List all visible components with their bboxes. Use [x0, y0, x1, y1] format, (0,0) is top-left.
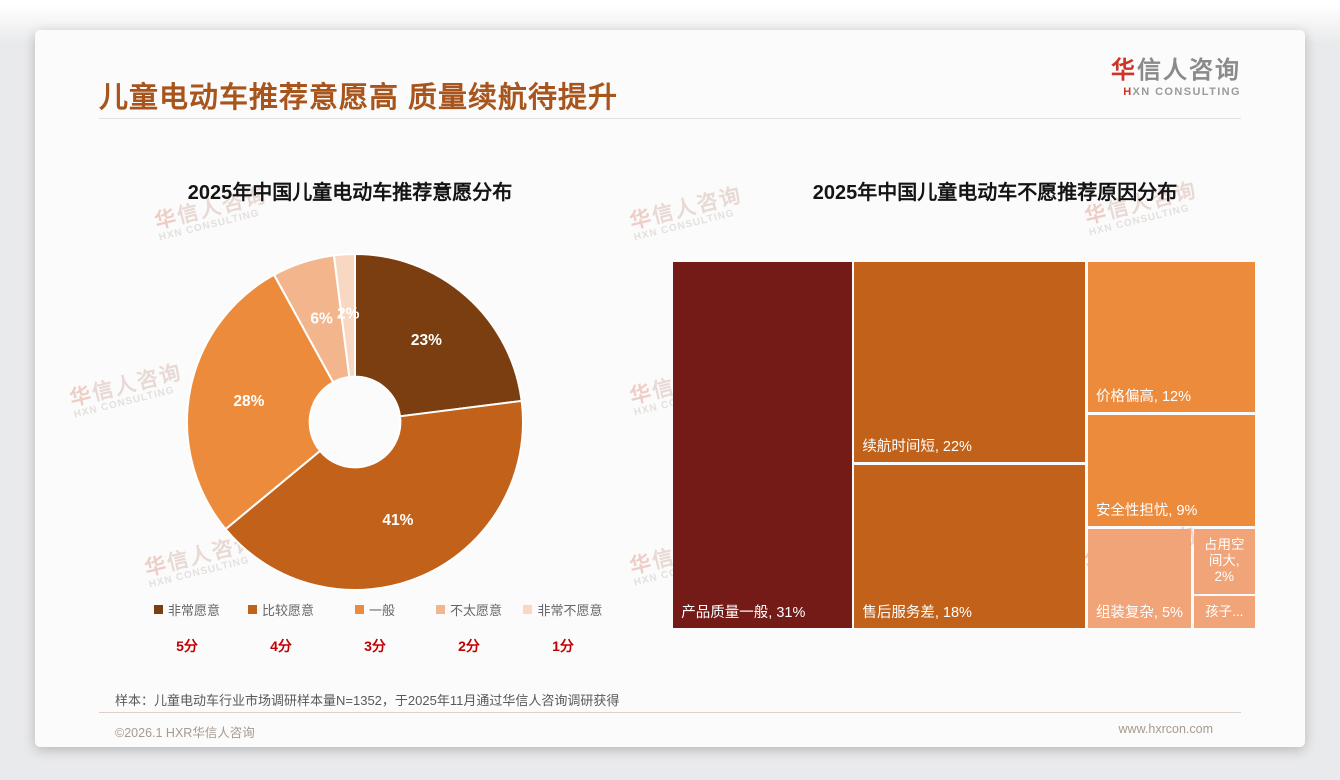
brand-logo: 华信人咨询 HXN CONSULTING [1111, 57, 1241, 98]
donut-legend: 非常愿意 5分 比较愿意 4分 一般 3分 不太愿意 2分 非常不愿意 1分 [140, 600, 610, 656]
brand-logo-en-accent: H [1123, 86, 1133, 99]
treemap-chart: 产品质量一般, 31% 续航时间短, 22% 售后服务差, 18% 价格偏高, 12%… [672, 261, 1256, 629]
legend-label: 一般 [368, 603, 395, 618]
donut-slice-label-4: 2% [337, 305, 360, 322]
brand-logo-cn-rest: 信人咨询 [1137, 57, 1241, 84]
donut-slice-1 [224, 399, 524, 591]
score-label-4: 1分 [552, 638, 574, 654]
treemap-cell-label: 售后服务差, 18% [862, 604, 972, 621]
treemap-cell-3: 价格偏高, 12% [1087, 262, 1255, 412]
sample-footnote: 样本：儿童电动车行业市场调研样本量N=1352，于2025年11月通过华信人咨询… [115, 693, 620, 708]
website-url: www.hxrcon.com [1118, 722, 1213, 736]
legend-item-4: 非常不愿意 [523, 600, 603, 619]
treemap-cell-label: 产品质量一般, 31% [681, 604, 806, 621]
treemap-cell-label: 价格偏高, 12% [1095, 388, 1192, 405]
legend-label: 非常不愿意 [537, 603, 603, 618]
treemap-cell-label: 孩子... [1205, 603, 1244, 619]
slide-card: 华信人咨询 HXN CONSULTING 华信人咨询 HXN CONSULTING 华信… [35, 30, 1305, 747]
donut-slice-label-1: 41% [382, 512, 413, 529]
legend-swatch-icon [247, 605, 257, 614]
donut-slice-label-0: 23% [411, 332, 442, 349]
legend-swatch-icon [153, 605, 163, 614]
legend-item-2: 一般 [354, 600, 395, 619]
treemap-cell-1: 续航时间短, 22% [854, 262, 1086, 463]
donut-slice-label-2: 28% [233, 393, 264, 410]
donut-slice-label-3: 6% [310, 310, 333, 327]
donut-chart-title: 2025年中国儿童电动车推荐意愿分布 [187, 182, 513, 204]
legend-item-1: 比较愿意 [247, 600, 314, 619]
donut-chart: 23% 41% 28% 6% 2% [186, 252, 524, 591]
legend-swatch-icon [523, 605, 533, 614]
score-label-2: 3分 [364, 638, 386, 654]
donut-slice-0 [354, 252, 523, 418]
treemap-cell-label: 占用空间大, 2% [1203, 537, 1245, 585]
treemap-cell-label: 组装复杂, 5% [1095, 604, 1183, 621]
brand-logo-cn-accent: 华 [1111, 57, 1137, 84]
score-label-3: 2分 [458, 638, 480, 654]
legend-item-3: 不太愿意 [435, 600, 502, 619]
legend-label: 比较愿意 [261, 603, 314, 618]
treemap-cell-0: 产品质量一般, 31% [673, 262, 852, 628]
legend-swatch-icon [354, 605, 364, 614]
brand-logo-en: HXN CONSULTING [1111, 86, 1241, 98]
legend-column: 非常愿意 5分 [140, 600, 234, 656]
treemap-cell-5: 组装复杂, 5% [1087, 528, 1192, 628]
legend-swatch-icon [435, 605, 445, 614]
score-label-0: 5分 [176, 638, 198, 654]
treemap-cell-label: 安全性担忧, 9% [1095, 503, 1198, 520]
treemap-cell-2: 售后服务差, 18% [854, 464, 1086, 628]
donut-slice-4 [332, 252, 356, 379]
treemap-cell-7: 孩子... [1193, 596, 1255, 628]
treemap-cell-label: 续航时间短, 22% [862, 439, 972, 456]
slide-content: 儿童电动车推荐意愿高 质量续航待提升 华信人咨询 HXN CONSULTING … [35, 30, 1305, 747]
brand-logo-en-rest: XN CONSULTING [1132, 86, 1241, 99]
copyright-text: ©2026.1 HXR华信人咨询 [115, 726, 255, 740]
title-divider [99, 118, 1241, 119]
brand-logo-cn: 华信人咨询 [1111, 57, 1241, 84]
legend-column: 不太愿意 2分 [422, 600, 516, 656]
page-title: 儿童电动车推荐意愿高 质量续航待提升 [99, 82, 619, 114]
legend-column: 一般 3分 [328, 600, 422, 656]
footer-divider [99, 712, 1241, 713]
treemap-cell-4: 安全性担忧, 9% [1087, 414, 1255, 527]
legend-column: 比较愿意 4分 [234, 600, 328, 656]
legend-label: 不太愿意 [449, 603, 502, 618]
donut-slice-2 [186, 273, 335, 531]
legend-column: 非常不愿意 1分 [516, 600, 610, 656]
treemap-chart-title: 2025年中国儿童电动车不愿推荐原因分布 [812, 182, 1178, 204]
score-label-1: 4分 [270, 638, 292, 654]
treemap-cell-6: 占用空间大, 2% [1193, 528, 1255, 594]
legend-label: 非常愿意 [167, 603, 220, 618]
legend-item-0: 非常愿意 [153, 600, 220, 619]
